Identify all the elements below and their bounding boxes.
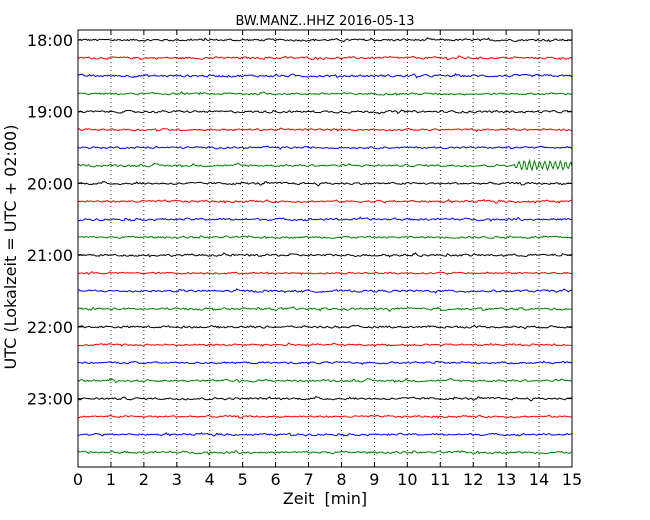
trace-1845 [77,91,573,96]
trace-1915 [77,127,573,133]
trace-2015 [77,198,573,204]
seismic-traces [77,37,573,456]
trace-1800 [77,37,573,43]
y-tick-label: 22:00 [27,318,73,337]
trace-2045 [77,235,573,240]
y-tick-label: 23:00 [27,390,73,409]
x-tick-label: 7 [303,470,313,489]
y-tick-labels: 18:00 19:00 20:00 21:00 22:00 23:00 [27,31,73,409]
trace-2330 [77,431,573,437]
y-tick-label: 21:00 [27,246,73,265]
trace-2345 [77,449,573,456]
x-tick-label: 2 [139,470,149,489]
trace-1930 [77,145,573,151]
trace-2200 [77,324,573,330]
x-tick-label: 15 [562,470,582,489]
trace-2315 [77,414,573,419]
x-tick-label: 1 [106,470,116,489]
x-tick-label: 4 [205,470,215,489]
trace-2230 [77,360,573,365]
x-axis-label: Zeit [min] [283,489,367,508]
x-tick-label: 0 [73,470,83,489]
x-tick-labels: 0 1 2 3 4 5 6 7 8 9 10 11 12 13 14 15 [73,470,582,489]
y-tick-label: 19:00 [27,103,73,122]
y-axis-label: UTC (Lokalzeit = UTC + 02:00) [1,125,20,370]
trace-2130 [77,288,573,294]
trace-1900 [77,109,573,115]
trace-2215 [77,342,573,347]
trace-2245 [77,377,573,384]
x-tick-label: 11 [430,470,450,489]
trace-1815 [77,55,573,61]
trace-2000 [77,181,573,187]
x-tick-label: 3 [172,470,182,489]
trace-2030 [77,216,573,222]
axis-ticks [77,30,573,467]
x-tick-label: 6 [271,470,281,489]
trace-1830 [77,72,573,79]
trace-2145 [77,305,573,313]
trace-2300 [77,396,573,402]
chart-title: BW.MANZ..HHZ 2016-05-13 [235,14,414,29]
x-tick-label: 5 [238,470,248,489]
x-tick-label: 8 [336,470,346,489]
grid-lines [110,30,540,467]
x-tick-label: 12 [463,470,483,489]
plot-frame [77,29,573,468]
x-tick-label: 14 [529,470,549,489]
y-tick-label: 18:00 [27,31,73,50]
trace-2115 [77,271,573,276]
x-tick-label: 10 [397,470,417,489]
trace-1945 [77,158,573,172]
y-tick-label: 20:00 [27,174,73,193]
x-tick-label: 13 [496,470,516,489]
x-tick-label: 9 [369,470,379,489]
trace-2100 [77,252,573,258]
